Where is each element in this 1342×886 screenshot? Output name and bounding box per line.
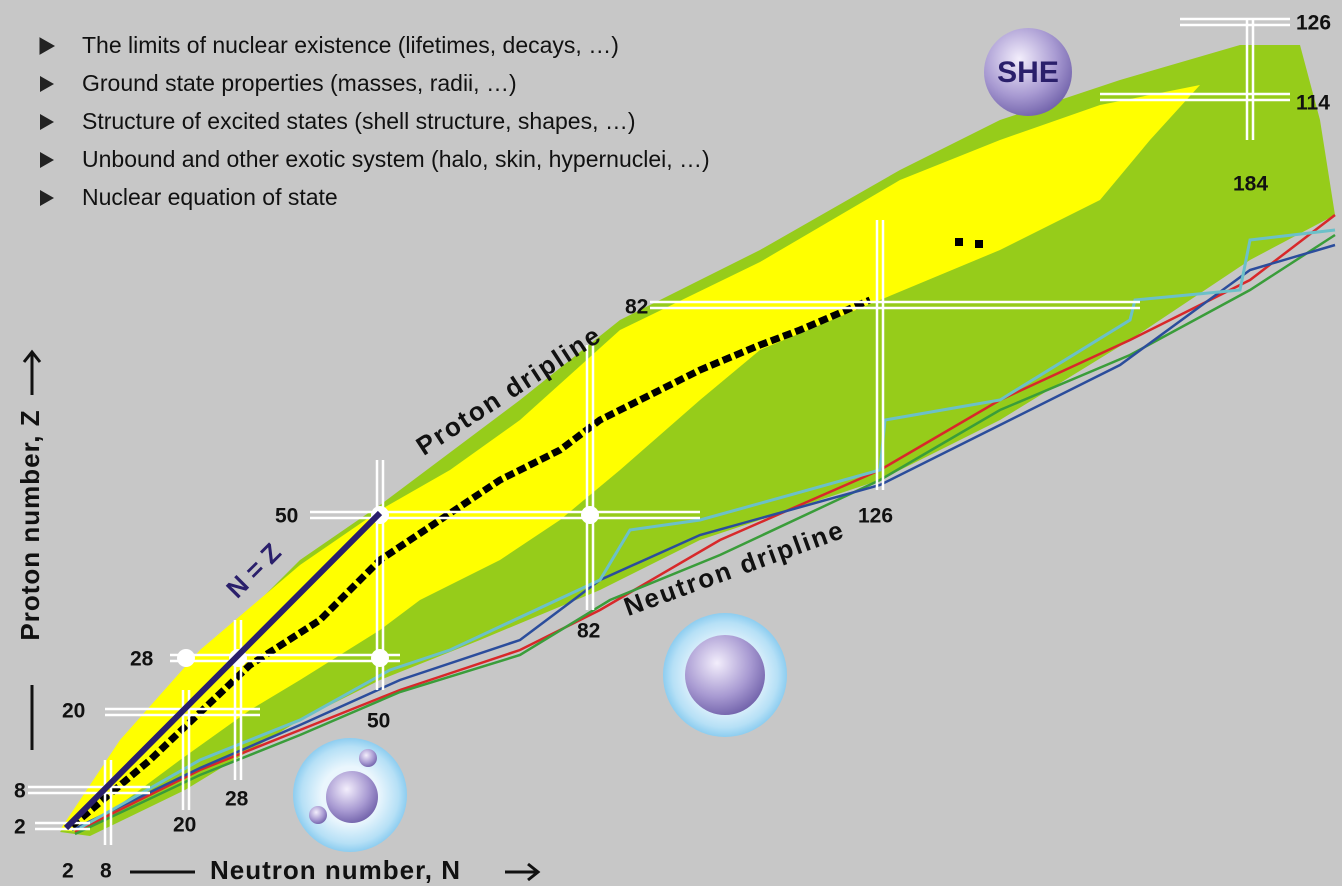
bullet: Nuclear equation of state bbox=[82, 184, 338, 210]
dripline-red bbox=[74, 214, 1336, 834]
proton-magic: 8 bbox=[14, 780, 26, 803]
proton-magic: 114 bbox=[1296, 92, 1330, 115]
halo-neutron bbox=[359, 749, 377, 767]
stability-valley bbox=[69, 296, 872, 829]
neutron-magic: 8 bbox=[100, 860, 112, 883]
neutron-magic: 184 bbox=[1233, 173, 1268, 196]
dripline-blue bbox=[71, 243, 1336, 832]
dripline-cyan bbox=[79, 228, 1336, 830]
stable-dot bbox=[975, 240, 983, 248]
bullet: Structure of excited states (shell struc… bbox=[82, 108, 636, 134]
n-equals-z-line bbox=[63, 510, 383, 831]
green-region bbox=[60, 45, 1335, 836]
neutron-magic: 20 bbox=[173, 814, 196, 837]
x-axis-arrow bbox=[505, 862, 541, 882]
proton-magic: 50 bbox=[275, 505, 298, 528]
bullet-list: The limits of nuclear existence (lifetim… bbox=[39, 32, 710, 210]
proton-magic: 2 bbox=[14, 816, 26, 839]
she-sphere bbox=[984, 28, 1072, 116]
y-axis-title: Proton number, Z bbox=[15, 409, 45, 640]
neutron-magic: 2 bbox=[62, 860, 74, 883]
nucleus bbox=[685, 635, 765, 715]
bullet: The limits of nuclear existence (lifetim… bbox=[82, 32, 619, 58]
proton-magic: 20 bbox=[62, 700, 85, 723]
neutron-magic: 126 bbox=[858, 505, 893, 528]
neutron-magic: 28 bbox=[225, 788, 249, 811]
she-label: SHE bbox=[997, 56, 1059, 89]
proton-magic: 28 bbox=[130, 648, 154, 671]
bullet: Unbound and other exotic system (halo, s… bbox=[82, 146, 710, 172]
y-axis-arrow bbox=[22, 349, 42, 395]
halo-neutron bbox=[309, 806, 327, 824]
proton-magic: 82 bbox=[625, 296, 648, 319]
halo-nucleus-core bbox=[326, 771, 378, 823]
neutron-magic: 50 bbox=[367, 710, 390, 733]
stable-dot bbox=[955, 238, 963, 246]
x-axis-title: Neutron number, N bbox=[210, 855, 461, 885]
yellow-region bbox=[60, 85, 1200, 832]
neutron-magic: 82 bbox=[577, 620, 600, 643]
bullet: Ground state properties (masses, radii, … bbox=[82, 70, 517, 96]
proton-magic: 126 bbox=[1296, 12, 1331, 35]
